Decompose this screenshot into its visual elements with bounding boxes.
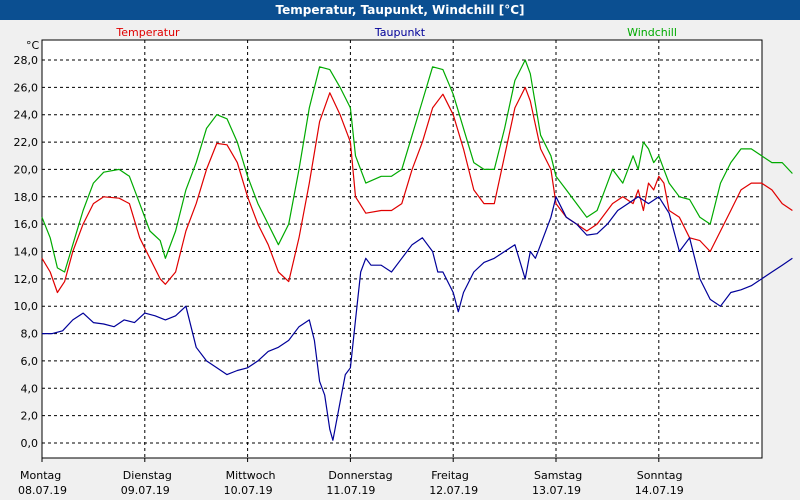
y-tick-label: 4,0: [21, 382, 39, 395]
y-tick-label: 14,0: [14, 246, 39, 259]
chart-title: Temperatur, Taupunkt, Windchill [°C]: [0, 0, 800, 20]
x-tick-date: 13.07.19: [532, 484, 581, 497]
y-tick-label: 24,0: [14, 109, 39, 122]
x-tick-day-name: Mittwoch: [226, 469, 276, 482]
x-axis-ticks: Montag 08.07.19 Dienstag 09.07.19 Mittwoch 10…: [18, 458, 684, 497]
y-tick-label: 2,0: [21, 410, 39, 423]
y-axis-ticks: 0,0 2,0 4,0 6,0 8,0 10,0 12,0 14,0 16,0 18,0 20,0 2…: [14, 54, 39, 450]
y-tick-label: 6,0: [21, 355, 39, 368]
y-tick-label: 16,0: [14, 218, 39, 231]
x-tick-day-name: Montag: [20, 469, 61, 482]
x-tick-date: 10.07.19: [224, 484, 273, 497]
y-tick-label: 20,0: [14, 163, 39, 176]
legend-windchill: Windchill: [627, 26, 677, 39]
y-tick-label: 12,0: [14, 273, 39, 286]
x-tick-date: 09.07.19: [121, 484, 170, 497]
x-tick-date: 12.07.19: [429, 484, 478, 497]
series-line-taupunkt: [42, 196, 793, 441]
legend-taupunkt: Taupunkt: [374, 26, 426, 39]
x-tick-date: 08.07.19: [18, 484, 67, 497]
x-tick-date: 11.07.19: [326, 484, 375, 497]
x-tick-day-name: Donnerstag: [328, 469, 392, 482]
series-line-windchill: [41, 59, 793, 273]
series-line-temperatur: [41, 86, 793, 294]
x-tick-day-name: Samstag: [534, 469, 582, 482]
y-tick-label: 8,0: [21, 328, 39, 341]
x-tick-day-name: Sonntag: [637, 469, 683, 482]
y-tick-label: 18,0: [14, 191, 39, 204]
legend-temperatur: Temperatur: [115, 26, 180, 39]
series-lines: [41, 59, 793, 441]
y-axis-label: °C: [26, 39, 40, 52]
x-tick-day-name: Dienstag: [123, 469, 172, 482]
x-tick-date: 14.07.19: [635, 484, 684, 497]
plot-area: [41, 39, 763, 459]
y-tick-label: 22,0: [14, 136, 39, 149]
y-tick-label: 0,0: [21, 437, 39, 450]
x-tick-day-name: Freitag: [431, 469, 469, 482]
y-tick-label: 10,0: [14, 300, 39, 313]
y-tick-label: 26,0: [14, 81, 39, 94]
y-tick-label: 28,0: [14, 54, 39, 67]
